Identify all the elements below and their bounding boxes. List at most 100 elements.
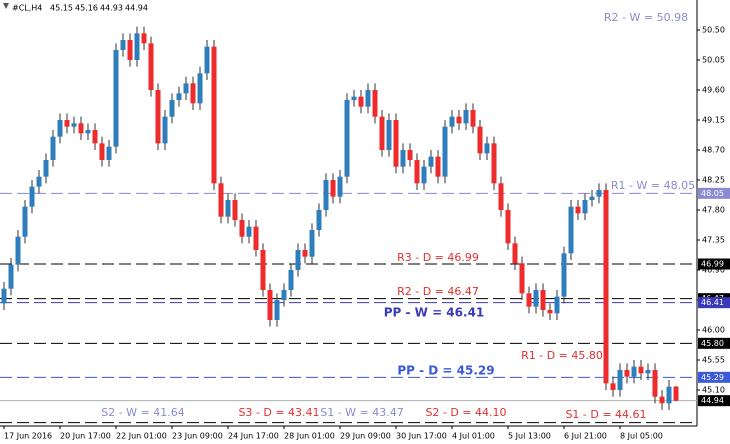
- candle-body: [302, 250, 308, 257]
- candle-body: [281, 290, 287, 300]
- candle-body: [400, 150, 406, 167]
- candle-body: [617, 370, 623, 390]
- candle-body: [638, 366, 644, 374]
- candle-body: [134, 33, 140, 60]
- level-label: R1 - D = 45.80: [521, 349, 603, 362]
- candle-body: [428, 156, 434, 167]
- candle-body: [113, 50, 119, 147]
- candle-body: [351, 96, 357, 100]
- candle-body: [15, 236, 21, 265]
- candle-body: [575, 206, 581, 214]
- axis-tag: [698, 371, 730, 383]
- level-label: R3 - D = 46.99: [397, 251, 479, 264]
- candle-body: [323, 180, 329, 210]
- candle-body: [92, 130, 98, 144]
- candle-body: [316, 210, 322, 230]
- y-tick-label: 49.15: [702, 116, 725, 125]
- candle-body: [106, 146, 112, 160]
- candle-body: [666, 386, 672, 404]
- candle-body: [561, 253, 567, 297]
- level-label: PP - W = 46.41: [384, 306, 485, 320]
- level-label: R1 - W = 48.05: [611, 179, 695, 192]
- candle-body: [379, 116, 385, 150]
- candle-body: [673, 386, 679, 401]
- candle-body: [526, 293, 532, 307]
- candle-body: [645, 370, 651, 374]
- candle-body: [358, 96, 364, 107]
- candle-body: [288, 270, 294, 290]
- candle-body: [344, 100, 350, 177]
- candle-body: [512, 243, 518, 264]
- symbol-icon: [3, 3, 9, 9]
- candle-body: [603, 190, 609, 384]
- candle-body: [505, 210, 511, 244]
- x-tick-label: 6 Jul 21:00: [564, 432, 607, 441]
- candle-body: [533, 290, 539, 307]
- candle-body: [652, 370, 658, 397]
- candle-body: [386, 120, 392, 150]
- candle-body: [50, 136, 56, 160]
- candle-body: [43, 160, 49, 177]
- level-label: R2 - D = 46.47: [397, 285, 479, 298]
- y-tick-label: 46.00: [702, 326, 725, 335]
- candle-body: [449, 116, 455, 127]
- candle-body: [456, 116, 462, 124]
- candle-body: [29, 186, 35, 207]
- candle-body: [155, 90, 161, 144]
- axis-tag: [698, 337, 730, 349]
- candle-body: [554, 296, 560, 314]
- candle-body: [540, 290, 546, 310]
- candle-body: [22, 206, 28, 237]
- level-label: PP - D = 45.29: [397, 364, 494, 378]
- y-tick-label: 48.25: [702, 176, 725, 185]
- x-tick-label: 22 Jun 01:00: [116, 432, 167, 441]
- axis-tag: [698, 187, 730, 199]
- axis-tag-label: 48.05: [701, 189, 724, 198]
- level-label: S2 - D = 44.10: [425, 406, 506, 419]
- header-value: 45.15: [50, 4, 73, 13]
- candle-body: [463, 110, 469, 124]
- candle-body: [71, 123, 77, 127]
- candle-body: [442, 126, 448, 177]
- y-tick-label: 45.10: [702, 386, 725, 395]
- candle-body: [225, 200, 231, 217]
- level-label: S1 - D = 44.61: [565, 408, 646, 421]
- candle-body: [57, 120, 63, 137]
- candle-body: [274, 300, 280, 320]
- candle-body: [659, 396, 665, 404]
- x-tick-label: 24 Jun 17:00: [228, 432, 279, 441]
- chart-title: #CL,H4: [12, 4, 42, 13]
- candle-body: [477, 126, 483, 154]
- level-label: S2 - W = 41.64: [101, 406, 185, 419]
- candle-body: [1, 288, 7, 304]
- candle-body: [141, 33, 147, 44]
- candle-body: [127, 40, 133, 60]
- candle-body: [162, 116, 168, 144]
- candle-body: [267, 290, 273, 320]
- y-tick-label: 50.50: [702, 26, 725, 35]
- x-tick-label: 23 Jun 09:00: [172, 432, 223, 441]
- candle-body: [309, 230, 315, 257]
- candle-body: [211, 46, 217, 184]
- x-tick-label: 30 Jun 17:00: [396, 432, 447, 441]
- candle-body: [624, 370, 630, 377]
- x-tick-label: 4 Jul 01:00: [452, 432, 495, 441]
- axis-tag-label: 46.99: [701, 260, 724, 269]
- candle-body: [78, 123, 84, 134]
- candle-body: [176, 93, 182, 100]
- candle-body: [36, 176, 42, 187]
- candle-body: [120, 40, 126, 50]
- candle-body: [582, 200, 588, 214]
- axis-tag: [698, 297, 730, 309]
- y-tick-label: 48.70: [702, 146, 725, 155]
- level-label: S1 - W = 43.47: [320, 406, 404, 419]
- axis-tag-label: 46.41: [701, 298, 724, 307]
- candle-body: [260, 250, 266, 290]
- candle-body: [64, 120, 70, 127]
- x-tick-label: 8 Jul 05:00: [620, 432, 663, 441]
- candle-body: [393, 120, 399, 167]
- candle-body: [330, 180, 336, 197]
- candle-body: [365, 90, 371, 107]
- x-tick-label: 29 Jun 09:00: [340, 432, 391, 441]
